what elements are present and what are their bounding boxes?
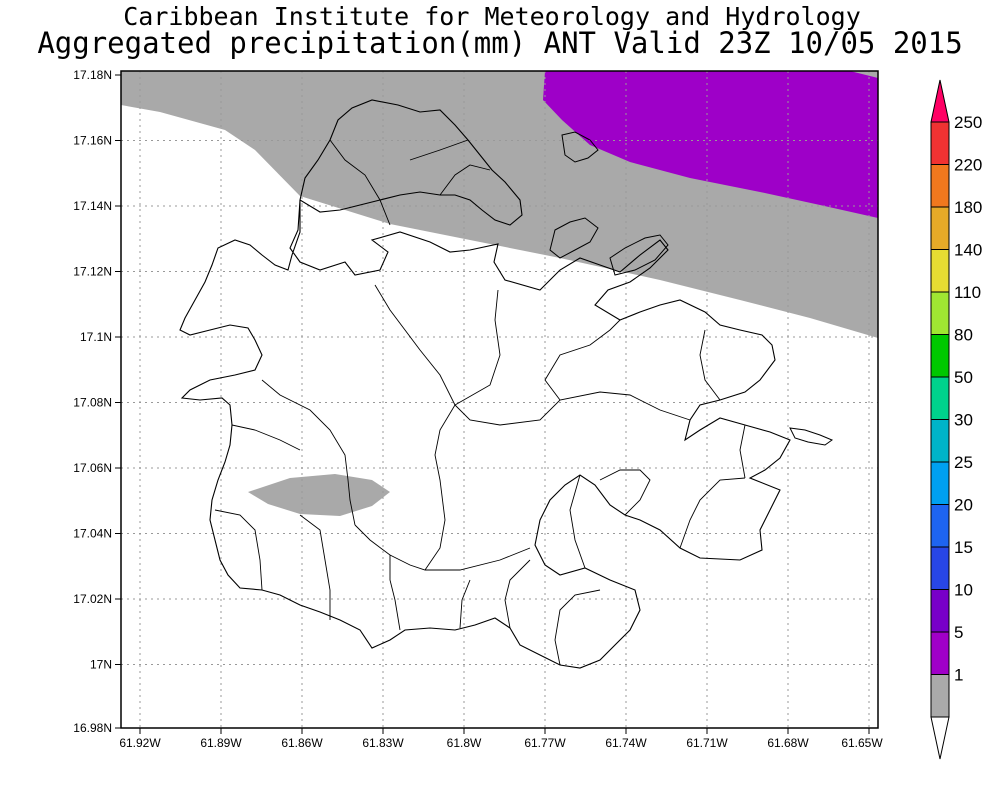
longitude-axis — [139, 728, 870, 734]
legend-bottom-arrow — [930, 716, 950, 760]
legend-top-arrow — [930, 79, 950, 123]
legend-color-box — [930, 291, 950, 335]
legend-label: 25 — [954, 453, 973, 472]
lon-label: 61.68W — [767, 736, 809, 750]
precipitation-color-legend: 250 220 180 140 110 80 50 30 25 20 15 10 5 1 — [930, 79, 982, 760]
map-title-line-1: Caribbean Institute for Meteorology and … — [123, 2, 861, 31]
map-grid — [121, 71, 878, 728]
lon-label: 61.74W — [605, 736, 647, 750]
legend-label: 1 — [954, 666, 963, 685]
lat-label: 17N — [90, 658, 112, 672]
lat-label: 17.16N — [73, 134, 112, 148]
legend-color-box — [930, 504, 950, 548]
legend-color-box — [930, 674, 950, 718]
islet-east — [789, 427, 834, 446]
legend-label: 180 — [954, 198, 982, 217]
legend-color-box — [930, 249, 950, 293]
lon-label: 61.8W — [447, 736, 482, 750]
legend-color-box — [930, 461, 950, 505]
legend-color-box — [930, 334, 950, 378]
islet-north-2 — [549, 217, 599, 259]
legend-color-box — [930, 164, 950, 208]
legend-color-box — [930, 206, 950, 250]
latitude-labels: 17.18N 17.16N 17.14N 17.12N 17.1N 17.08N… — [73, 68, 112, 735]
lon-label: 61.92W — [119, 736, 161, 750]
legend-label: 30 — [954, 411, 973, 430]
legend-color-box — [930, 589, 950, 633]
islet-north-3 — [609, 234, 669, 276]
legend-label: 50 — [954, 368, 973, 387]
lat-label: 17.18N — [73, 68, 112, 82]
legend-label: 140 — [954, 241, 982, 260]
legend-color-box — [930, 419, 950, 463]
islet-north-1 — [561, 131, 599, 163]
legend-label: 80 — [954, 326, 973, 345]
map-frame — [120, 70, 879, 729]
lon-label: 61.65W — [841, 736, 883, 750]
lat-label: 16.98N — [73, 721, 112, 735]
legend-color-box — [930, 631, 950, 675]
lat-label: 17.1N — [80, 330, 112, 344]
precip-area-5-10mm — [543, 71, 878, 218]
lon-label: 61.86W — [281, 736, 323, 750]
legend-label: 5 — [954, 623, 963, 642]
legend-label: 15 — [954, 538, 973, 557]
legend-label: 10 — [954, 581, 973, 600]
legend-label: 250 — [954, 113, 982, 132]
lat-label: 17.06N — [73, 461, 112, 475]
lon-label: 61.77W — [524, 736, 566, 750]
lon-label: 61.89W — [200, 736, 242, 750]
map-panel — [120, 70, 879, 729]
precip-area-1-5mm-southwest — [248, 474, 390, 516]
island-coastline — [179, 199, 791, 669]
island-north-peninsula — [299, 99, 523, 226]
longitude-labels: 61.92W 61.89W 61.86W 61.83W 61.8W 61.77W… — [119, 736, 883, 750]
lat-label: 17.02N — [73, 592, 112, 606]
legend-label: 20 — [954, 496, 973, 515]
parish-boundaries — [214, 139, 746, 666]
lat-label: 17.04N — [73, 527, 112, 541]
legend-color-box — [930, 546, 950, 590]
legend-color-box — [930, 121, 950, 165]
legend-color-box — [930, 376, 950, 420]
legend-label: 220 — [954, 156, 982, 175]
latitude-axis — [115, 74, 121, 729]
lon-label: 61.83W — [362, 736, 404, 750]
map-title-line-2: Aggregated precipitation(mm) ANT Valid 2… — [37, 26, 963, 60]
legend-label: 110 — [954, 283, 981, 302]
lat-label: 17.08N — [73, 396, 112, 410]
lon-label: 61.71W — [686, 736, 728, 750]
lat-label: 17.14N — [73, 199, 112, 213]
lat-label: 17.12N — [73, 265, 112, 279]
